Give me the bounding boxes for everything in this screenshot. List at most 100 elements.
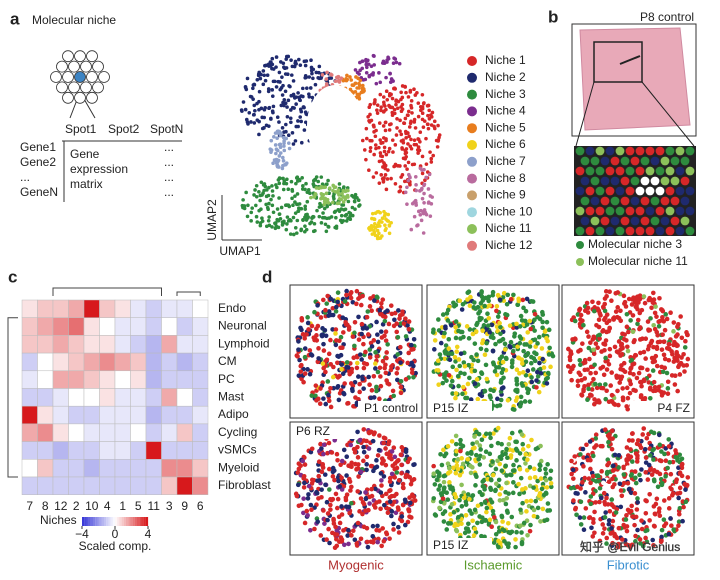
- tissue-spot: [411, 346, 416, 352]
- umap-point: [282, 179, 287, 183]
- tissue-spot: [514, 395, 520, 400]
- umap-point: [305, 86, 309, 90]
- tissue-spot: [591, 347, 596, 353]
- tissue-spot: [498, 331, 503, 337]
- umap-point: [258, 76, 263, 81]
- tissue-spot: [514, 458, 519, 463]
- umap-point: [319, 76, 323, 80]
- umap-point: [366, 115, 370, 119]
- tissue-spot: [512, 331, 518, 336]
- tissue-spot: [337, 520, 343, 526]
- tissue-spot: [523, 372, 529, 378]
- tissue-spot: [498, 377, 504, 383]
- tissue-spot: [589, 525, 594, 531]
- umap-point: [401, 140, 406, 145]
- spot: [56, 60, 68, 73]
- umap-point: [435, 145, 440, 149]
- ellipsis: ...: [164, 185, 174, 199]
- umap-point: [299, 228, 303, 233]
- tissue-spot: [411, 336, 417, 342]
- zoom-spot: [670, 176, 680, 186]
- umap-point: [291, 215, 296, 220]
- tissue-spot: [577, 357, 583, 363]
- umap-point: [341, 188, 346, 193]
- tissue-spot: [537, 316, 543, 322]
- tissue-spot: [663, 474, 668, 479]
- group-label: Ischaemic: [464, 557, 523, 572]
- tissue-spot: [539, 486, 545, 492]
- umap-point: [416, 151, 420, 155]
- tissue-spot: [472, 434, 477, 439]
- tissue-spot: [482, 303, 487, 309]
- tissue-spot: [389, 471, 395, 477]
- tissue-spot: [593, 500, 598, 505]
- umap-point: [426, 113, 430, 118]
- umap-point: [316, 179, 321, 184]
- umap-point: [404, 135, 408, 140]
- tissue-spot: [438, 451, 443, 457]
- tissue-spot: [625, 453, 631, 458]
- tissue-spot: [443, 326, 448, 331]
- heatmap-cell: [83, 299, 100, 318]
- tissue-spot: [328, 337, 333, 343]
- umap-point: [336, 188, 341, 192]
- colorbar: [132, 517, 135, 526]
- tissue-spot: [602, 308, 608, 314]
- tissue-spot: [349, 366, 355, 372]
- umap-point: [357, 96, 362, 101]
- tissue-spot: [495, 314, 501, 319]
- heatmap-cell: [176, 352, 193, 372]
- zoom-spot: [580, 156, 590, 166]
- umap-point: [303, 215, 307, 219]
- zoom-spot: [585, 146, 595, 156]
- tissue-spot: [342, 542, 347, 548]
- tissue-spot: [467, 375, 472, 381]
- zoom-spot: [635, 166, 645, 176]
- tissue-spot: [378, 383, 384, 389]
- tissue-spot: [469, 511, 474, 516]
- tissue-spot: [401, 321, 407, 326]
- umap-point: [367, 168, 371, 172]
- umap-point: [301, 218, 305, 222]
- tissue-spot: [378, 311, 383, 317]
- umap-point: [305, 199, 310, 204]
- tissue-spot: [587, 356, 592, 362]
- tissue-spot: [596, 317, 602, 322]
- umap-point: [278, 142, 283, 147]
- tissue-spot: [609, 392, 615, 398]
- column-label: 3: [166, 499, 173, 513]
- tissue-spot: [341, 447, 347, 453]
- umap-point: [325, 182, 329, 186]
- umap-point: [299, 119, 303, 124]
- tissue-spot: [509, 430, 515, 436]
- tissue-spot: [575, 383, 581, 389]
- tissue-spot: [328, 385, 333, 391]
- tissue-spot: [400, 481, 406, 487]
- umap-point: [254, 214, 259, 219]
- tissue-spot: [543, 471, 549, 476]
- umap-point: [380, 216, 385, 221]
- tissue-spot: [586, 476, 592, 481]
- umap-point: [269, 138, 274, 143]
- heatmap-cell: [176, 459, 193, 478]
- tissue-spot: [494, 324, 500, 329]
- umap-point: [266, 62, 271, 67]
- umap-point: [286, 187, 291, 192]
- umap-point: [252, 193, 256, 197]
- umap-point: [270, 109, 275, 113]
- tissue-spot: [496, 544, 501, 550]
- tissue-spot: [621, 480, 627, 486]
- tissue-spot: [316, 346, 321, 351]
- tissue-spot: [475, 503, 481, 509]
- umap-point: [329, 73, 334, 77]
- tissue-spot: [657, 339, 663, 345]
- umap-point: [286, 219, 291, 223]
- umap-point: [257, 119, 261, 124]
- umap-point: [323, 222, 328, 227]
- tissue-spot: [461, 334, 466, 340]
- tissue-spot: [673, 451, 679, 456]
- umap-point: [285, 215, 290, 219]
- spot: [80, 81, 92, 94]
- umap-point: [307, 75, 312, 79]
- tissue-spot: [619, 537, 625, 542]
